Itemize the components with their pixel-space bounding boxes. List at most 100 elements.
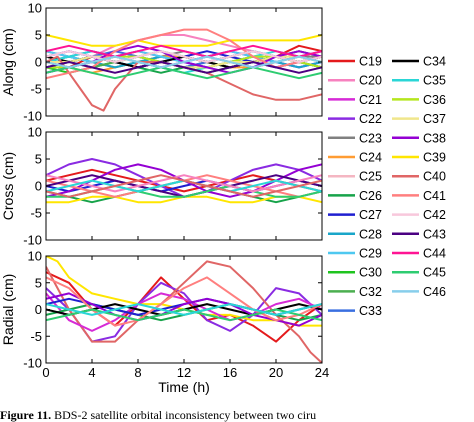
panel-radial: 0 4 8 12 16 20 24 10 5 0 -5 -10 Radial (cm) Time (h) bbox=[0, 249, 329, 396]
figure-caption: Figure 11. BDS-2 satellite orbital incon… bbox=[0, 409, 474, 422]
x-tick-label: 24 bbox=[315, 365, 329, 380]
legend-item-C43: C43 bbox=[392, 227, 446, 241]
x-tick-label: 8 bbox=[134, 365, 141, 380]
y-tick-label: -5 bbox=[30, 329, 42, 344]
y-tick-label: -5 bbox=[30, 82, 42, 97]
x-tick-label: 20 bbox=[269, 365, 283, 380]
legend-label: C29 bbox=[359, 247, 382, 261]
y-tick-label: -5 bbox=[30, 206, 42, 221]
legend-label: C26 bbox=[359, 189, 382, 203]
legend-item-C34: C34 bbox=[392, 55, 446, 69]
caption-label: Figure 11. bbox=[0, 409, 52, 422]
legend-label: C44 bbox=[423, 247, 446, 261]
y-tick-label: 5 bbox=[35, 275, 42, 290]
series-line-C43 bbox=[46, 61, 322, 74]
series-line-C46 bbox=[46, 55, 322, 69]
y-tick-label: 0 bbox=[35, 302, 42, 317]
y-tick-label: 0 bbox=[35, 179, 42, 194]
legend-item-C28: C28 bbox=[328, 227, 382, 241]
legend-item-C44: C44 bbox=[392, 247, 446, 261]
legend-item-C46: C46 bbox=[392, 285, 446, 299]
legend-label: C24 bbox=[359, 151, 382, 165]
legend-label: C43 bbox=[423, 227, 446, 241]
series-line-C40 bbox=[46, 260, 322, 363]
legend-item-C35: C35 bbox=[392, 74, 446, 88]
x-tick-label: 0 bbox=[42, 365, 49, 380]
legend-label: C25 bbox=[359, 170, 382, 184]
caption-text: BDS-2 satellite orbital inconsistency be… bbox=[54, 409, 317, 422]
legend-label: C41 bbox=[423, 189, 446, 203]
legend-item-C39: C39 bbox=[392, 151, 446, 165]
legend: C19 C34 C20 C35 C21 C36 C22 C37 C23 C38 C24 C39 C25 C… bbox=[328, 55, 446, 318]
series-line-C20 bbox=[46, 174, 322, 193]
legend-item-C25: C25 bbox=[328, 170, 382, 184]
legend-item-C40: C40 bbox=[392, 170, 446, 184]
y-axis-label: Along (cm) bbox=[0, 28, 16, 96]
legend-label: C37 bbox=[423, 112, 446, 126]
legend-item-C30: C30 bbox=[328, 266, 382, 280]
legend-item-C26: C26 bbox=[328, 189, 382, 203]
legend-item-C20: C20 bbox=[328, 74, 382, 88]
legend-item-C37: C37 bbox=[392, 112, 446, 126]
legend-item-C42: C42 bbox=[392, 208, 446, 222]
legend-label: C46 bbox=[423, 285, 446, 299]
legend-label: C40 bbox=[423, 170, 446, 184]
y-tick-label: 5 bbox=[35, 152, 42, 167]
legend-label: C36 bbox=[423, 93, 446, 107]
legend-label: C20 bbox=[359, 74, 382, 88]
series-lines bbox=[46, 256, 322, 363]
y-tick-label: 10 bbox=[28, 249, 42, 264]
series-line-C45 bbox=[46, 66, 322, 80]
series-line-C42 bbox=[46, 50, 322, 63]
legend-item-C36: C36 bbox=[392, 93, 446, 107]
series-lines bbox=[46, 158, 322, 204]
legend-label: C28 bbox=[359, 227, 382, 241]
panel-cross: 10 5 0 -5 -10 Cross (cm) bbox=[0, 125, 323, 248]
series-line-C22 bbox=[46, 281, 322, 343]
legend-label: C23 bbox=[359, 131, 382, 145]
series-line-C45 bbox=[46, 308, 322, 322]
y-tick-label: 10 bbox=[28, 1, 42, 16]
legend-label: C42 bbox=[423, 208, 446, 222]
legend-label: C27 bbox=[359, 208, 382, 222]
series-line-C40 bbox=[46, 55, 322, 112]
series-lines bbox=[46, 28, 322, 112]
legend-label: C45 bbox=[423, 266, 446, 280]
plot-panels: 10 5 0 -5 -10 Along (cm) 10 5 0 -5 -10 Cross (cm) 0 4… bbox=[0, 1, 329, 396]
legend-label: C30 bbox=[359, 266, 382, 280]
legend-label: C22 bbox=[359, 112, 382, 126]
x-tick-label: 16 bbox=[223, 365, 237, 380]
series-line-C40 bbox=[46, 174, 322, 198]
legend-item-C21: C21 bbox=[328, 93, 382, 107]
x-tick-label: 12 bbox=[177, 365, 191, 380]
x-tick-label: 4 bbox=[88, 365, 95, 380]
legend-label: C38 bbox=[423, 131, 446, 145]
legend-label: C19 bbox=[359, 55, 382, 69]
y-tick-label: -10 bbox=[23, 233, 42, 248]
y-tick-label: -10 bbox=[23, 109, 42, 124]
series-line-C21 bbox=[46, 292, 322, 332]
legend-item-C19: C19 bbox=[328, 55, 382, 69]
legend-label: C39 bbox=[423, 151, 446, 165]
legend-label: C35 bbox=[423, 74, 446, 88]
legend-item-C38: C38 bbox=[392, 131, 446, 145]
panel-along: 10 5 0 -5 -10 Along (cm) bbox=[0, 1, 323, 124]
y-tick-label: -10 bbox=[23, 356, 42, 371]
legend-item-C29: C29 bbox=[328, 247, 382, 261]
series-line-C35 bbox=[46, 303, 322, 316]
legend-item-C24: C24 bbox=[328, 151, 382, 165]
y-tick-label: 0 bbox=[35, 55, 42, 70]
legend-item-C23: C23 bbox=[328, 131, 382, 145]
legend-item-C33: C33 bbox=[328, 304, 382, 318]
series-line-C44 bbox=[46, 44, 322, 58]
legend-label: C33 bbox=[359, 304, 382, 318]
series-line-C39 bbox=[46, 34, 322, 47]
y-axis-label: Radial (cm) bbox=[0, 274, 16, 346]
y-tick-label: 10 bbox=[28, 125, 42, 140]
legend-item-C22: C22 bbox=[328, 112, 382, 126]
y-tick-label: 5 bbox=[35, 28, 42, 43]
x-axis-label: Time (h) bbox=[158, 379, 210, 395]
legend-item-C41: C41 bbox=[392, 189, 446, 203]
legend-item-C27: C27 bbox=[328, 208, 382, 222]
legend-item-C32: C32 bbox=[328, 285, 382, 299]
